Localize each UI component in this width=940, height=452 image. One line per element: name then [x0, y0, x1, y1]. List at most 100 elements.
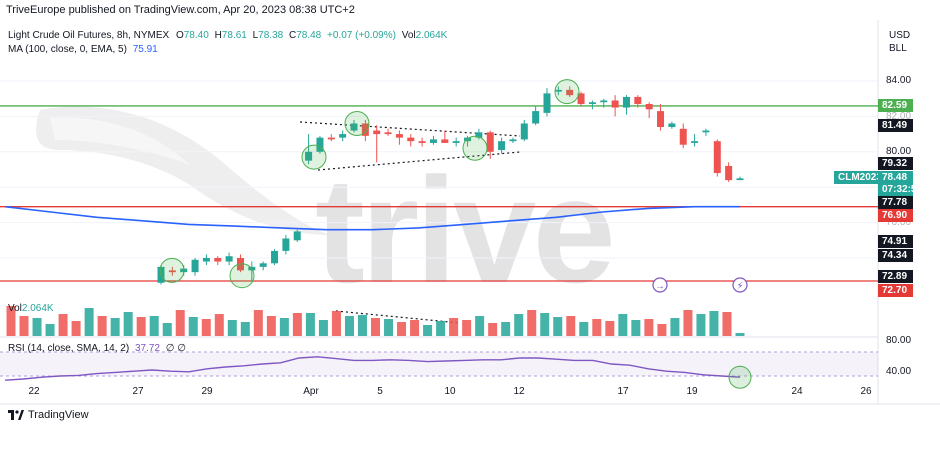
candle-body	[361, 123, 369, 136]
rsi-value: 37.72	[134, 343, 160, 354]
x-label-5: 5	[377, 386, 383, 397]
volume-bar	[305, 313, 315, 336]
candle-body	[225, 256, 233, 262]
y-tick-84: 84.00	[886, 75, 912, 86]
legend-rsi[interactable]: RSI (14, close, SMA, 14, 2) 37.72 ∅ ∅	[8, 343, 186, 354]
volume-bar	[331, 311, 341, 336]
volume-bar	[162, 323, 172, 336]
trendline-lower	[317, 151, 521, 171]
price-tag-81-49: 81.49	[878, 119, 913, 132]
open-value: 78.40	[183, 30, 209, 41]
volume-bar	[240, 322, 250, 336]
volume-bar	[540, 313, 550, 336]
volume-bar	[188, 317, 198, 336]
candle-body	[725, 165, 733, 181]
candle-body	[645, 104, 653, 110]
price-tag-77-78: 77.78	[878, 196, 913, 209]
legend-ma[interactable]: MA (100, close, 0, EMA, 5) 75.91	[8, 44, 158, 55]
candle-body	[259, 263, 267, 267]
candle-body	[566, 89, 574, 96]
candle-body	[691, 141, 699, 143]
candle-body	[168, 270, 176, 273]
candle-body	[373, 130, 381, 135]
x-label-24: 24	[791, 386, 803, 397]
y-tick-76: 76.00	[886, 217, 912, 228]
trendlines	[299, 121, 521, 324]
volume-bar	[449, 318, 459, 336]
rsi-line	[4, 356, 741, 381]
event-markers[interactable]: → ⚡	[652, 277, 748, 293]
event-marker-dividend	[732, 277, 748, 293]
volume-bar	[514, 314, 524, 336]
candle-body	[271, 250, 279, 264]
volume-bar	[488, 323, 498, 336]
volume-bar	[384, 319, 394, 336]
volume-bar	[58, 314, 68, 336]
candle-body	[339, 134, 347, 138]
price-tag-74-34: 74.34	[878, 249, 913, 262]
vol-value: 2.064K	[415, 30, 448, 41]
symbol-label[interactable]: Light Crude Oil Futures, 8h, NYMEX	[8, 30, 170, 41]
volume-bar	[371, 318, 380, 336]
volume-bar	[136, 317, 146, 336]
rsi-tick-40: 40.00	[886, 366, 912, 377]
volume-bar	[357, 315, 367, 336]
volume-bar	[214, 314, 224, 336]
x-label-10: 10	[444, 386, 456, 397]
candle-body	[316, 137, 324, 152]
price-tag-72-89: 72.89	[878, 270, 913, 283]
candle-body	[713, 141, 721, 174]
candle-body	[600, 100, 608, 103]
volume-bar	[605, 321, 615, 336]
rsi-tick-80: 80.00	[886, 335, 912, 346]
high-value: 78.61	[221, 30, 247, 41]
currency-label: USD	[889, 30, 911, 41]
candle-body	[577, 93, 585, 105]
volume-bar	[279, 318, 289, 336]
volume-bar	[410, 320, 420, 336]
highlights	[159, 79, 580, 289]
volume-bar	[462, 320, 472, 336]
trendline-upper	[299, 121, 521, 137]
volume-bar	[618, 314, 628, 336]
tradingview-logo-icon	[8, 410, 24, 420]
low-value: 78.38	[258, 30, 284, 41]
volume-bar	[436, 321, 446, 336]
candle-body	[498, 141, 506, 151]
ma-value: 75.91	[132, 44, 158, 55]
candle-body	[407, 137, 415, 142]
price-tag-76-90: 76.90	[878, 209, 913, 222]
legend-volume[interactable]: Vol2.064K	[8, 303, 54, 314]
candle-body	[486, 132, 494, 152]
candle-body	[293, 231, 301, 241]
open-label: O	[175, 30, 184, 41]
publish-header: TriveEurope published on TradingView.com…	[6, 4, 355, 16]
close-value: 78.48	[296, 30, 322, 41]
rsi-label: RSI (14, close, SMA, 14, 2)	[8, 343, 130, 354]
x-label-apr: Apr	[303, 386, 319, 397]
candle-body	[532, 111, 540, 124]
swing-highlight	[229, 263, 255, 289]
candle-body	[282, 238, 290, 251]
arrow-icon: →	[655, 281, 665, 292]
volume-bar	[709, 311, 719, 336]
rsi-pane	[0, 351, 878, 389]
candle-body	[736, 178, 744, 181]
ma-line-group	[4, 205, 740, 231]
close-label: C	[288, 30, 297, 41]
candle-body	[543, 93, 551, 113]
volume-bar	[397, 322, 407, 336]
candle-body	[634, 96, 642, 105]
candle-body	[350, 123, 358, 131]
unit-label: BLL	[889, 43, 907, 54]
candle-body	[418, 141, 426, 143]
candle-body	[395, 134, 403, 138]
volume-bar	[253, 310, 263, 336]
volume-bar	[423, 325, 433, 336]
candle-body	[679, 128, 687, 145]
volume-bar	[45, 324, 55, 336]
swing-highlight	[344, 110, 370, 136]
tradingview-footer[interactable]: TradingView	[8, 409, 89, 421]
volume-bar	[592, 319, 602, 336]
